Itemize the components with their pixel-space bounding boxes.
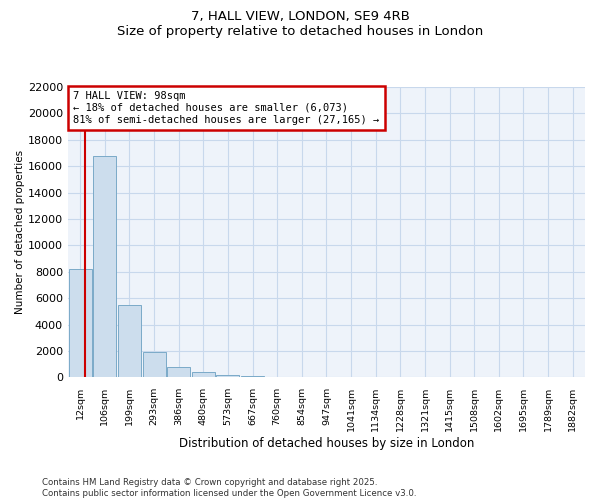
Bar <box>266 376 289 378</box>
Bar <box>192 372 215 378</box>
Bar <box>118 305 141 378</box>
Bar <box>69 269 92 378</box>
Text: 7 HALL VIEW: 98sqm
← 18% of detached houses are smaller (6,073)
81% of semi-deta: 7 HALL VIEW: 98sqm ← 18% of detached hou… <box>73 92 379 124</box>
Text: 7, HALL VIEW, LONDON, SE9 4RB
Size of property relative to detached houses in Lo: 7, HALL VIEW, LONDON, SE9 4RB Size of pr… <box>117 10 483 38</box>
Bar <box>143 352 166 378</box>
Bar <box>167 368 190 378</box>
Bar <box>241 376 264 378</box>
Bar <box>94 156 116 378</box>
Y-axis label: Number of detached properties: Number of detached properties <box>15 150 25 314</box>
Bar <box>217 374 239 378</box>
Text: Contains HM Land Registry data © Crown copyright and database right 2025.
Contai: Contains HM Land Registry data © Crown c… <box>42 478 416 498</box>
X-axis label: Distribution of detached houses by size in London: Distribution of detached houses by size … <box>179 437 474 450</box>
